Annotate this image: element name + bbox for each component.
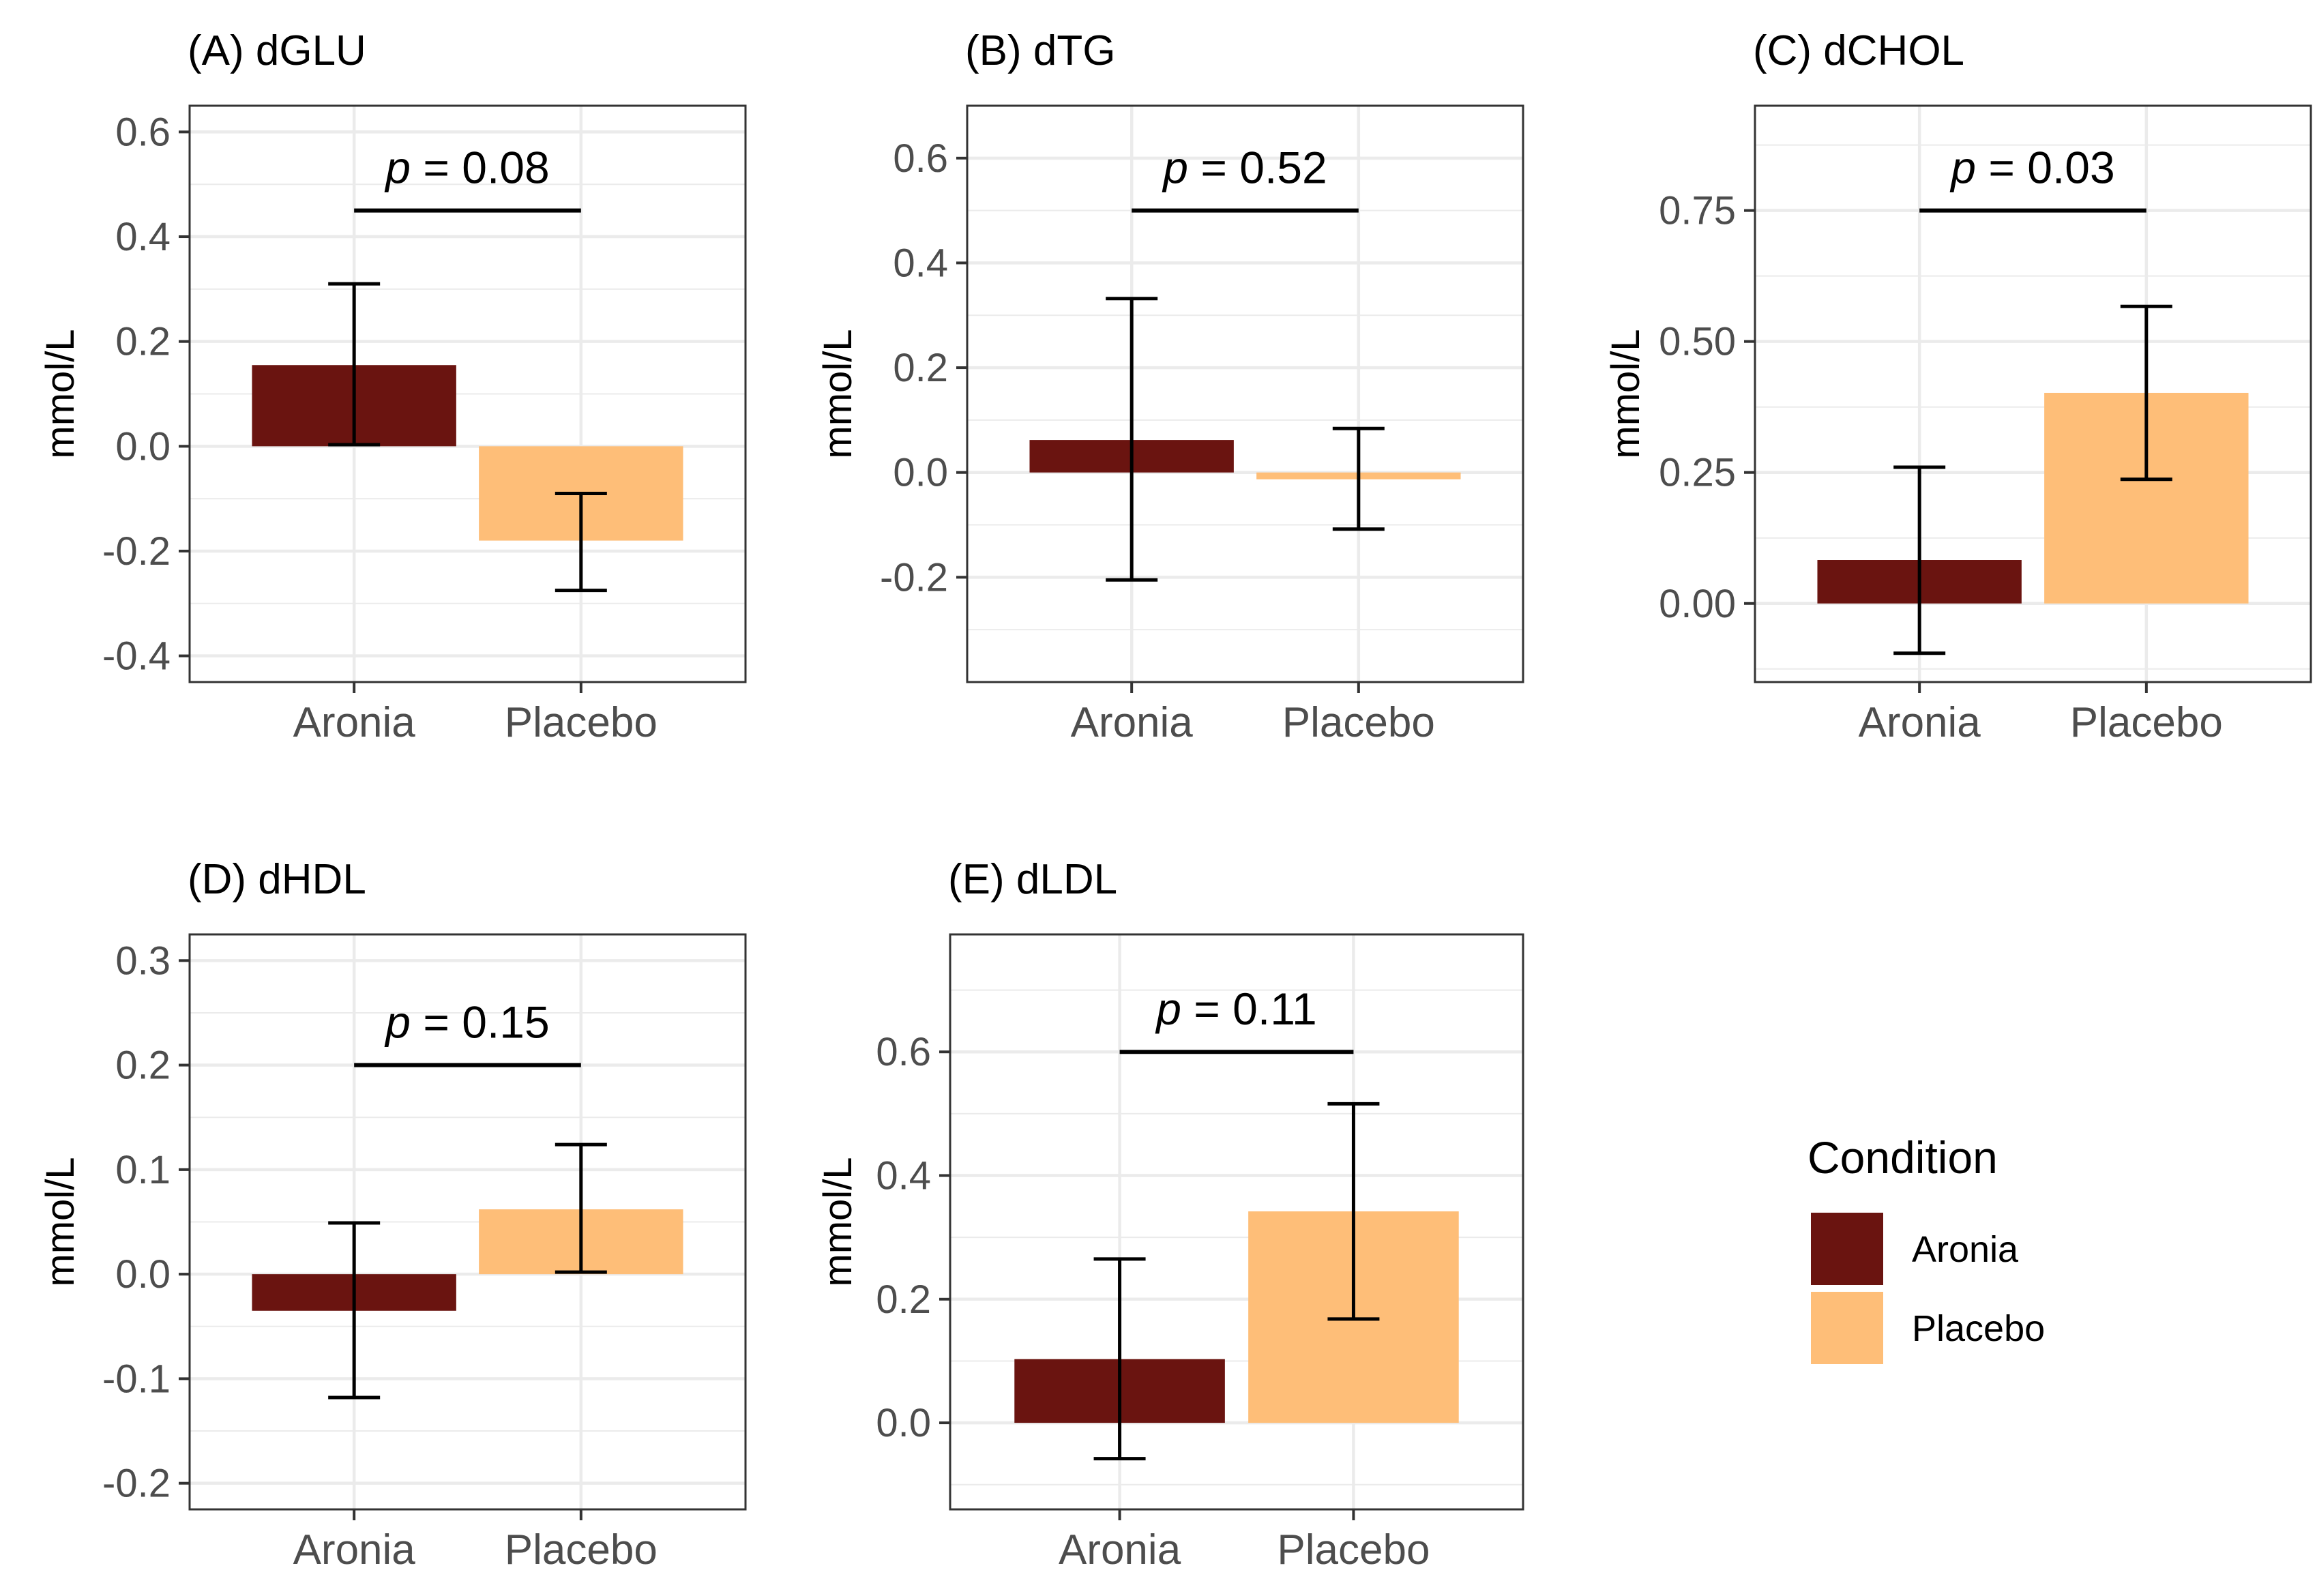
y-tick-label: 0.2	[115, 320, 171, 364]
error-bar-aronia	[328, 282, 381, 447]
y-tick-label: 0.0	[893, 451, 948, 495]
p-value-label: p = 0.11	[1155, 984, 1317, 1034]
p-value-label: p = 0.03	[1949, 143, 2114, 193]
x-tick-label-placebo: Placebo	[1277, 1526, 1430, 1573]
y-tick-label: 0.25	[1659, 451, 1736, 495]
panel-title: (A) dGLU	[188, 27, 366, 74]
y-tick-label: 0.75	[1659, 189, 1736, 233]
p-value-label: p = 0.15	[384, 997, 549, 1048]
p-value-text: = 0.11	[1181, 984, 1317, 1034]
p-symbol: p	[1155, 984, 1181, 1034]
error-bar-placebo	[555, 1142, 607, 1274]
y-tick-label: 0.6	[893, 136, 948, 181]
p-value-text: = 0.52	[1188, 143, 1327, 193]
y-tick-label: -0.4	[102, 634, 171, 679]
y-tick-label: -0.2	[102, 529, 171, 574]
error-bar-placebo	[555, 491, 607, 593]
p-symbol: p	[384, 997, 411, 1048]
legend: Condition Aronia Placebo	[1807, 1132, 2045, 1364]
panel-border	[966, 104, 1524, 683]
panel-title: (E) dLDL	[948, 856, 1117, 903]
p-value-text: = 0.03	[1976, 143, 2115, 193]
legend-swatch-placebo	[1811, 1292, 1883, 1364]
error-bar-placebo	[2120, 304, 2172, 482]
panel-background	[967, 106, 1523, 682]
y-axis-label: mmol/L	[816, 329, 860, 458]
x-tick-label-placebo: Placebo	[505, 1526, 658, 1573]
y-tick-label: 0.0	[876, 1401, 931, 1445]
p-value-text: = 0.15	[411, 997, 550, 1048]
x-tick-label-placebo: Placebo	[2070, 699, 2223, 746]
panel-border	[188, 104, 747, 683]
x-tick-label-placebo: Placebo	[505, 699, 658, 746]
panel-title: (D) dHDL	[188, 856, 366, 903]
y-tick-label: 0.6	[115, 110, 171, 154]
x-tick-label-aronia: Aronia	[293, 699, 416, 746]
panel-border	[188, 933, 747, 1511]
y-tick-label: 0.3	[115, 939, 171, 983]
panel-dhdl: p = 0.15 -0.2 -0.1 0.0 0.1 0.2 0.3 Aronia Placeb…	[38, 856, 747, 1573]
p-value-text: = 0.08	[411, 143, 550, 193]
panel-title: (B) dTG	[965, 27, 1115, 74]
x-tick-label-aronia: Aronia	[1059, 1526, 1181, 1573]
y-tick-label: 0.1	[115, 1148, 171, 1192]
legend-label-aronia: Aronia	[1912, 1229, 2019, 1270]
panel-dtg: p = 0.52 -0.2 0.0 0.2 0.4 0.6 Aronia Placebo mmo…	[816, 27, 1524, 746]
y-axis-label: mmol/L	[38, 1157, 83, 1286]
legend-swatch-aronia	[1811, 1213, 1883, 1285]
y-tick-label: 0.2	[893, 346, 948, 390]
y-tick-label: 0.4	[115, 215, 171, 259]
y-tick-label: -0.2	[880, 555, 948, 600]
x-tick-label-placebo: Placebo	[1282, 699, 1435, 746]
y-tick-label: 0.4	[893, 241, 948, 285]
error-bar-aronia	[1106, 297, 1158, 582]
y-tick-label: 0.2	[876, 1277, 931, 1322]
y-tick-label: -0.1	[102, 1357, 171, 1401]
error-bar-placebo	[1332, 426, 1385, 531]
panels: p = 0.08 -0.4 -0.2 0.0 0.2 0.4 0.6 Aronia Placeb…	[38, 27, 2312, 1573]
error-bar-aronia	[1093, 1257, 1146, 1461]
y-tick-label: 0.4	[876, 1154, 931, 1198]
y-tick-label: -0.2	[102, 1462, 171, 1506]
y-tick-label: 0.6	[876, 1030, 931, 1074]
p-symbol: p	[384, 143, 411, 193]
p-symbol: p	[1162, 143, 1188, 193]
x-tick-label-aronia: Aronia	[1859, 699, 1981, 746]
error-bar-aronia	[328, 1221, 381, 1400]
y-axis-label: mmol/L	[1604, 329, 1648, 458]
error-bar-placebo	[1327, 1102, 1380, 1321]
panel-border	[1754, 104, 2312, 683]
p-symbol: p	[1949, 143, 1976, 193]
panel-border	[949, 933, 1524, 1511]
y-tick-label: 0.2	[115, 1044, 171, 1088]
panel-title: (C) dCHOL	[1753, 27, 1964, 74]
legend-title: Condition	[1807, 1132, 1998, 1183]
y-tick-label: 0.50	[1659, 320, 1736, 364]
legend-label-placebo: Placebo	[1912, 1308, 2045, 1349]
x-tick-label-aronia: Aronia	[293, 1526, 416, 1573]
p-value-label: p = 0.52	[1162, 143, 1327, 193]
panel-dglu: p = 0.08 -0.4 -0.2 0.0 0.2 0.4 0.6 Aronia Placeb…	[38, 27, 747, 746]
panel-dldl: p = 0.11 0.0 0.2 0.4 0.6 Aronia Placebo mmol/L (…	[816, 856, 1524, 1573]
y-tick-label: 0.0	[115, 424, 171, 469]
p-value-label: p = 0.08	[384, 143, 549, 193]
x-tick-label-aronia: Aronia	[1071, 699, 1194, 746]
y-axis-label: mmol/L	[816, 1157, 860, 1286]
y-axis-label: mmol/L	[38, 329, 83, 458]
panel-dchol: p = 0.03 0.00 0.25 0.50 0.75 Aronia Placebo mmo…	[1604, 27, 2312, 746]
y-tick-label: 0.00	[1659, 582, 1736, 626]
y-tick-label: 0.0	[115, 1252, 171, 1297]
error-bar-aronia	[1893, 465, 1946, 655]
